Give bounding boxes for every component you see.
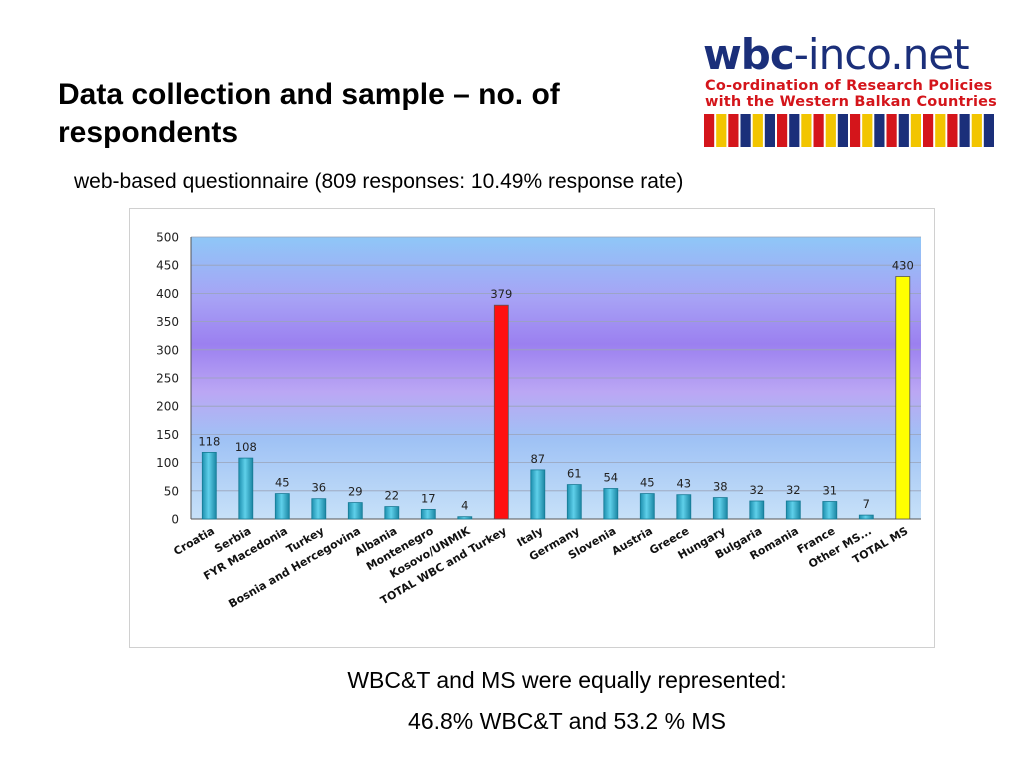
y-tick-label: 100 — [156, 456, 179, 470]
value-label: 61 — [567, 467, 582, 481]
bar-austria — [639, 493, 655, 520]
y-tick-label: 400 — [156, 287, 179, 301]
y-tick-label: 500 — [156, 231, 179, 245]
value-label: 118 — [198, 434, 220, 448]
value-label: 379 — [490, 287, 512, 301]
y-tick-label: 250 — [156, 372, 179, 386]
y-tick-label: 150 — [156, 428, 179, 442]
value-label: 45 — [640, 476, 655, 490]
bar-serbia — [238, 457, 254, 520]
y-tick-label: 50 — [164, 484, 179, 498]
bar-bosnia-and-hercegovina — [347, 502, 363, 520]
value-label: 87 — [530, 452, 545, 466]
flag-stripes-icon — [704, 114, 994, 147]
slide-title: Data collection and sample – no. of resp… — [58, 78, 560, 149]
bar-croatia — [201, 451, 217, 520]
respondents-bar-chart: 0 50 100 150 200 250 300 350 400 450 500 Croatia Se… — [129, 208, 935, 648]
value-label: 22 — [384, 489, 399, 503]
value-label: 32 — [786, 483, 801, 497]
value-label: 31 — [822, 484, 837, 498]
logo-brand-bold: wbc — [703, 30, 795, 79]
value-label: 7 — [863, 497, 870, 511]
bar-kosovo-unmik — [457, 516, 473, 520]
y-tick-label: 450 — [156, 259, 179, 273]
conclusion-line-2: 46.8% WBC&T and 53.2 % MS — [408, 708, 726, 734]
bar-total-wbc-and-turkey — [493, 304, 509, 520]
wbc-inco-logo: wbc-inco.net Co-ordination of Research P… — [703, 30, 998, 148]
bar-hungary — [712, 497, 728, 520]
logo-brand: wbc-inco.net — [703, 30, 970, 80]
logo-tagline-2: with the Western Balkan Countries — [705, 94, 998, 110]
value-label: 4 — [461, 499, 468, 513]
y-tick-label: 300 — [156, 343, 179, 357]
bar-slovenia — [603, 488, 619, 520]
bar-germany — [566, 484, 582, 520]
x-tick-label: Croatia — [171, 524, 216, 558]
value-label: 108 — [235, 440, 257, 454]
y-tick-label: 200 — [156, 400, 179, 414]
bar-albania — [384, 506, 400, 520]
value-label: 38 — [713, 480, 728, 494]
y-tick-label: 350 — [156, 315, 179, 329]
logo-tagline-1: Co-ordination of Research Policies — [705, 78, 993, 94]
bar-montenegro — [420, 508, 436, 520]
value-label: 43 — [676, 477, 691, 491]
bar-other-ms — [858, 514, 874, 520]
logo-brand-rest: -inco.net — [793, 30, 970, 79]
value-label: 17 — [421, 491, 436, 505]
value-label: 36 — [311, 481, 326, 495]
bar-greece — [676, 494, 692, 520]
bar-romania — [785, 500, 801, 520]
slide-subtitle: web-based questionnaire (809 responses: … — [74, 170, 684, 193]
value-label: 45 — [275, 476, 290, 490]
conclusion-line-1: WBC&T and MS were equally represented: — [347, 667, 787, 693]
bar-france — [822, 501, 838, 520]
y-tick-label: 0 — [171, 513, 179, 527]
value-label: 32 — [749, 483, 764, 497]
bar-turkey — [311, 498, 327, 520]
value-label: 29 — [348, 485, 363, 499]
x-tick-label: Austria — [610, 524, 655, 558]
bar-total-ms — [895, 276, 911, 520]
bar-italy — [530, 469, 546, 520]
value-label: 430 — [892, 259, 914, 273]
bar-fyr-macedonia — [274, 493, 290, 520]
value-label: 54 — [603, 471, 618, 485]
bar-bulgaria — [749, 500, 765, 520]
